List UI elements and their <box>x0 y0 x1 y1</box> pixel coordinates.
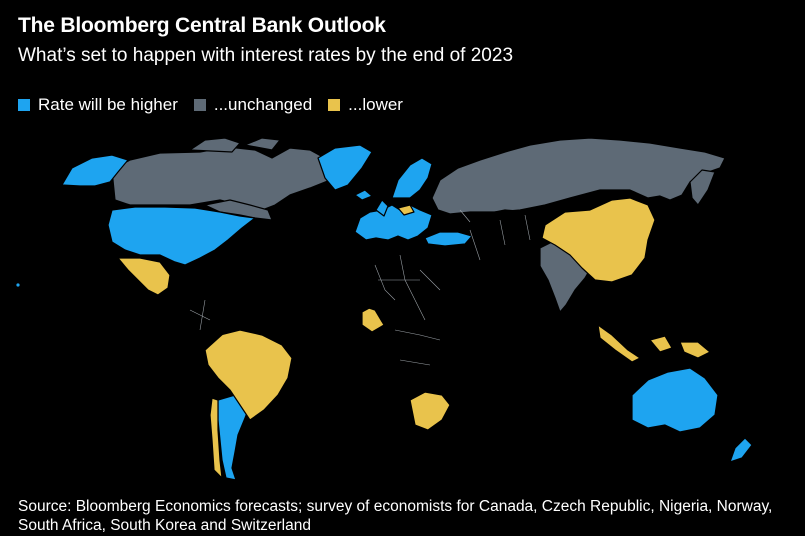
region-czech-republic <box>397 204 415 216</box>
asia-borders <box>459 209 531 261</box>
legend: Rate will be higher ...unchanged ...lowe… <box>18 95 419 115</box>
legend-swatch-lower <box>328 99 341 111</box>
region-kamchatka <box>689 169 716 206</box>
legend-label-lower: ...lower <box>348 95 403 114</box>
region-hawaii <box>16 283 20 287</box>
region-scandinavia <box>391 157 433 199</box>
source-note: Source: Bloomberg Economics forecasts; s… <box>18 498 773 534</box>
chart-title: The Bloomberg Central Bank Outlook <box>18 14 386 37</box>
region-new-zealand <box>729 437 753 463</box>
region-uk <box>375 199 389 217</box>
region-canada-islands <box>189 137 281 153</box>
region-alaska <box>61 154 129 187</box>
south-america-borders <box>189 299 211 331</box>
region-europe <box>354 204 433 241</box>
legend-item-unchanged: ...unchanged <box>193 95 313 115</box>
region-southeast-asia <box>589 284 621 321</box>
region-brazil <box>204 329 293 421</box>
legend-label-higher: Rate will be higher <box>38 95 178 114</box>
region-mexico <box>117 257 171 296</box>
region-indonesia <box>597 324 711 363</box>
region-chile <box>209 397 223 479</box>
region-canada-north <box>111 146 333 211</box>
legend-swatch-unchanged <box>193 99 206 111</box>
legend-label-unchanged: ...unchanged <box>213 95 313 114</box>
africa-borders <box>374 254 441 366</box>
region-china <box>541 197 656 283</box>
region-russia <box>431 137 726 215</box>
region-australia <box>631 367 719 433</box>
region-south-africa <box>409 391 451 431</box>
chart-subtitle: What’s set to happen with interest rates… <box>18 45 514 66</box>
region-greenland <box>317 144 373 191</box>
legend-item-higher: Rate will be higher <box>18 95 178 115</box>
world-map <box>16 137 753 481</box>
region-united-states <box>107 206 256 266</box>
region-turkey <box>424 231 473 247</box>
region-middle-east <box>444 209 546 291</box>
legend-swatch-higher <box>18 99 30 111</box>
region-iceland <box>354 189 373 201</box>
legend-item-lower: ...lower <box>328 95 403 115</box>
